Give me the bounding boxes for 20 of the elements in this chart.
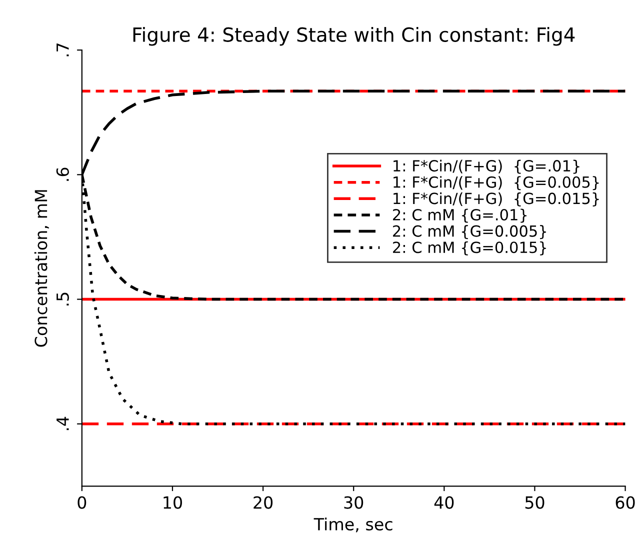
chart-title: Figure 4: Steady State with Cin constant: Fig4	[133, 26, 575, 46]
x-tick-label: 30	[344, 496, 364, 509]
x-tick-label: 60	[616, 496, 635, 509]
x-tick-label: 50	[525, 496, 544, 509]
y-tick-label: .6	[56, 168, 69, 181]
x-tick-label: 40	[434, 496, 454, 509]
legend-label: 2: C mM {G=0.015}	[393, 241, 546, 256]
y-tick-label: .4	[56, 416, 69, 430]
y-axis-title: Concentration, mM	[34, 190, 49, 347]
y-tick-label: .5	[56, 292, 69, 306]
legend-label: 1: F*Cin/(F+G) {G=0.005}	[394, 176, 599, 190]
legend-label: 1: F*Cin/(F+G) {G=.01}	[394, 160, 580, 174]
x-tick-label: 20	[254, 496, 273, 509]
legend-label: 1: F*Cin/(F+G) {G=0.015}	[394, 192, 599, 206]
y-tick-label: .7	[56, 44, 69, 56]
x-tick-label: 0	[78, 496, 86, 509]
legend-label: 2: C mM {G=0.005}	[393, 225, 546, 240]
x-tick-label: 10	[164, 496, 182, 509]
x-axis-title: Time, sec	[314, 518, 392, 532]
legend-label: 2: C mM {G=.01}	[393, 208, 527, 223]
